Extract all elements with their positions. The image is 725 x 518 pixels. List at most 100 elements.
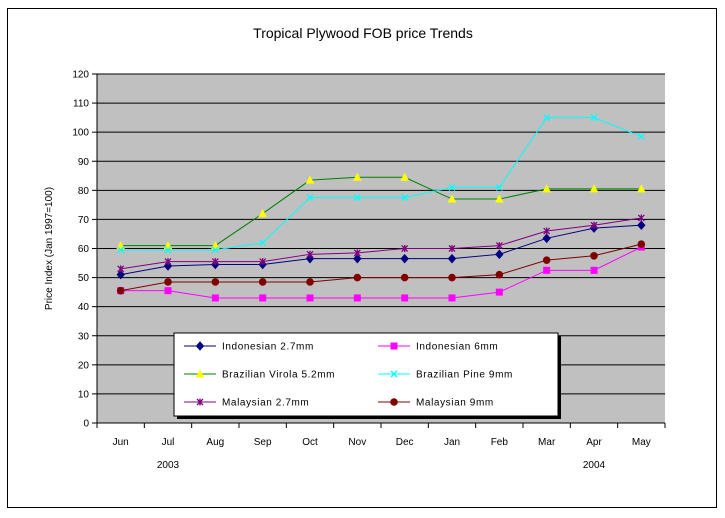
data-point	[495, 249, 504, 260]
data-point	[590, 251, 598, 260]
y-axis-ticks: 0 10 20 30 40 50 60 70 80 90 100 110 120	[72, 70, 97, 430]
legend-label: Indonesian 6mm	[416, 342, 498, 353]
data-point	[306, 194, 314, 202]
data-point	[116, 286, 125, 295]
data-point	[117, 246, 125, 254]
data-point	[637, 214, 645, 222]
data-point	[390, 370, 398, 378]
x-tick-label: Dec	[396, 437, 414, 448]
x-tick-label: May	[632, 437, 651, 448]
data-point	[352, 172, 362, 181]
data-point	[195, 369, 205, 378]
x-tick-label: Oct	[302, 437, 318, 448]
series-line	[120, 246, 642, 299]
y-tick-label: 80	[78, 186, 90, 197]
y-tick-label: 100	[72, 128, 89, 139]
data-point	[495, 183, 503, 191]
legend-entry: Malaysian 2.7mm	[184, 398, 309, 409]
y-tick-label: 0	[83, 419, 89, 430]
series-group	[116, 114, 646, 302]
data-point	[211, 278, 220, 286]
legend-label: Brazilian Pine 9mm	[416, 370, 513, 381]
data-point	[636, 184, 646, 193]
series-line	[120, 243, 642, 292]
data-point	[448, 273, 456, 282]
data-point	[210, 241, 220, 250]
series-brazilian-pine-9mm	[117, 114, 645, 254]
data-point	[353, 273, 362, 282]
legend-entry: Malaysian 9mm	[378, 398, 493, 409]
data-point	[164, 278, 172, 286]
series-malaysian-2-7mm	[117, 214, 645, 273]
data-point	[542, 184, 552, 193]
y-tick-label: 40	[78, 302, 90, 313]
series-line	[120, 217, 642, 270]
x-tick-label: Sep	[254, 437, 272, 448]
y-tick-label: 110	[73, 99, 89, 110]
data-point	[353, 194, 361, 202]
data-point	[400, 253, 409, 264]
chart-title: Tropical Plywood FOB price Trends	[253, 25, 473, 41]
gridlines	[97, 73, 665, 395]
data-point	[447, 194, 457, 203]
legend-entry: Brazilian Virola 5.2mm	[184, 369, 334, 381]
data-point	[543, 266, 551, 274]
data-point	[353, 294, 361, 302]
data-point	[164, 258, 172, 266]
data-point	[306, 294, 314, 302]
series-line	[120, 176, 642, 247]
y-tick-label: 90	[78, 157, 90, 168]
data-point	[543, 227, 551, 235]
x-tick-label: Apr	[586, 437, 602, 448]
data-point	[117, 265, 125, 273]
x-tick-label: Jul	[162, 437, 175, 448]
data-point	[637, 240, 646, 248]
data-point	[400, 172, 410, 181]
data-point	[305, 175, 315, 184]
data-point	[116, 269, 125, 280]
legend-entry: Indonesian 6mm	[378, 342, 498, 353]
data-point	[401, 194, 409, 202]
x-tick-label: Mar	[538, 437, 556, 448]
data-point	[542, 256, 551, 264]
data-point	[543, 114, 551, 122]
x-tick-label: Feb	[491, 437, 509, 448]
y-axis-label: Price Index (Jan 1997=100)	[44, 187, 55, 310]
legend: Indonesian 2.7mm Indonesian 6mm Brazilian …	[173, 332, 561, 419]
data-point	[196, 398, 204, 406]
y-tick-label: 20	[78, 360, 90, 371]
y-tick-label: 120	[72, 70, 89, 81]
data-point	[495, 242, 503, 250]
data-point	[542, 233, 551, 244]
legend-entry: Indonesian 2.7mm	[184, 341, 313, 353]
data-point	[211, 258, 219, 266]
legend-label: Malaysian 2.7mm	[222, 398, 309, 409]
data-point	[258, 209, 268, 218]
y-tick-label: 70	[78, 215, 90, 226]
year-label: 2003	[157, 460, 180, 471]
data-point	[164, 287, 172, 295]
data-point	[259, 294, 267, 302]
data-point	[259, 258, 267, 266]
data-point	[164, 246, 172, 254]
data-point	[390, 342, 398, 350]
year-label: 2004	[583, 460, 606, 471]
data-point	[448, 245, 456, 252]
data-point	[495, 270, 504, 279]
data-point	[390, 398, 398, 406]
data-point	[259, 239, 267, 247]
y-tick-label: 30	[78, 331, 90, 342]
data-point	[400, 273, 409, 282]
data-point	[637, 220, 646, 230]
data-point	[401, 245, 409, 252]
data-point	[401, 294, 409, 302]
series-malaysian-9mm	[116, 240, 646, 295]
data-point	[353, 253, 362, 264]
data-point	[211, 294, 219, 302]
series-line	[120, 117, 642, 251]
data-point	[116, 241, 126, 250]
x-tick-label: Jun	[113, 437, 129, 448]
x-tick-label: Nov	[348, 437, 366, 448]
data-point	[353, 249, 361, 257]
